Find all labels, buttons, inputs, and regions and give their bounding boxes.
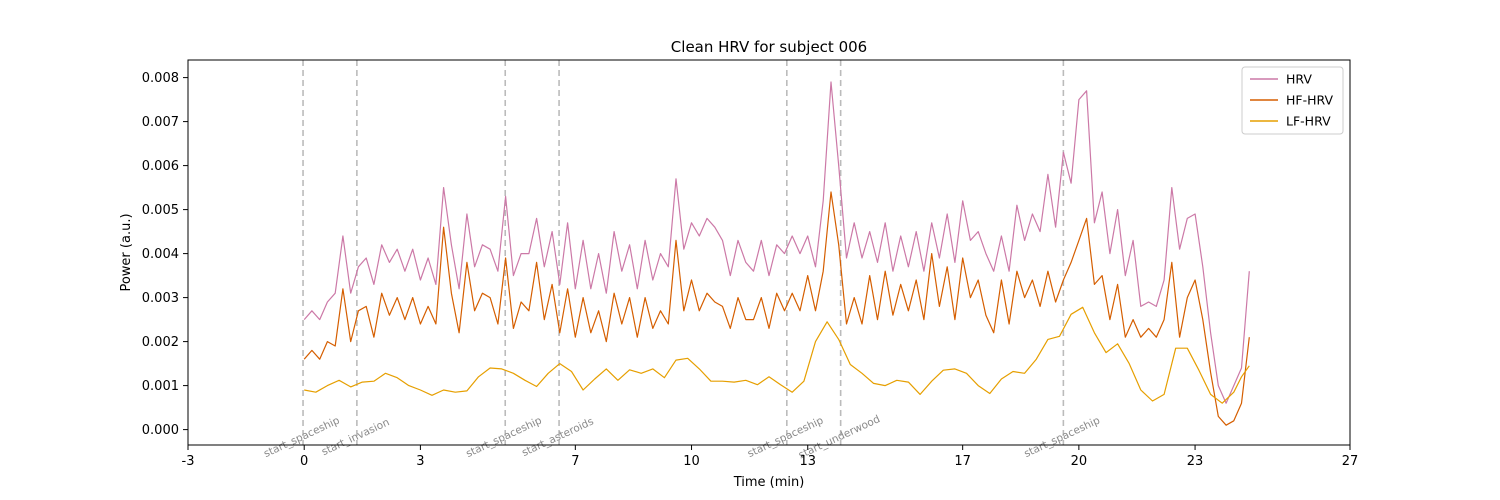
x-tick-label: 17 bbox=[954, 454, 971, 469]
y-tick-label: 0.005 bbox=[142, 203, 179, 218]
y-tick-label: 0.003 bbox=[142, 291, 179, 306]
x-tick-label: 13 bbox=[799, 454, 816, 469]
legend: HRV HF-HRV LF-HRV bbox=[1241, 66, 1344, 135]
x-axis-label: Time (min) bbox=[733, 475, 805, 490]
y-tick-label: 0.006 bbox=[142, 159, 179, 174]
y-tick-label: 0.007 bbox=[142, 115, 179, 130]
y-tick-label: 0.008 bbox=[142, 71, 179, 86]
legend-entry-label: LF-HRV bbox=[1286, 114, 1331, 129]
series-line-hf-hrv bbox=[303, 191, 1250, 426]
y-tick-label: 0.004 bbox=[142, 247, 179, 262]
y-tick-label: 0.002 bbox=[142, 335, 179, 350]
x-tick-label: 0 bbox=[300, 454, 308, 469]
x-tick-label: 20 bbox=[1071, 454, 1088, 469]
y-axis-label: Power (a.u.) bbox=[119, 213, 134, 291]
x-tick-label: 7 bbox=[571, 454, 579, 469]
legend-entry-label: HF-HRV bbox=[1286, 93, 1334, 108]
x-tick-label: 23 bbox=[1187, 454, 1204, 469]
axes-frame bbox=[187, 59, 1351, 446]
series-line-lf-hrv bbox=[304, 306, 1250, 404]
chart-title: Clean HRV for subject 006 bbox=[671, 38, 867, 56]
x-tick-label: 27 bbox=[1342, 454, 1359, 469]
legend-box bbox=[1241, 66, 1344, 135]
legend-entry-label: HRV bbox=[1286, 72, 1312, 87]
y-tick-label: 0.001 bbox=[142, 379, 179, 394]
series-line-hrv bbox=[303, 81, 1250, 404]
x-tick-label: 10 bbox=[683, 454, 700, 469]
y-tick-label: 0.000 bbox=[142, 423, 179, 438]
x-tick-label: 3 bbox=[416, 454, 424, 469]
x-tick-label: -3 bbox=[182, 454, 195, 469]
